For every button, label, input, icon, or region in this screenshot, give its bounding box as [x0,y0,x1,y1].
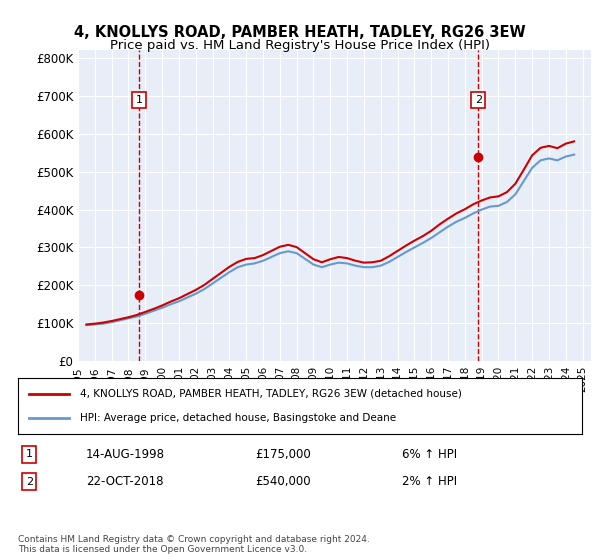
Text: £175,000: £175,000 [255,447,311,461]
Text: Price paid vs. HM Land Registry's House Price Index (HPI): Price paid vs. HM Land Registry's House … [110,39,490,52]
Text: 1: 1 [26,449,33,459]
Text: 6% ↑ HPI: 6% ↑ HPI [401,447,457,461]
Text: Contains HM Land Registry data © Crown copyright and database right 2024.
This d: Contains HM Land Registry data © Crown c… [18,535,370,554]
Text: 2: 2 [26,477,33,487]
Text: HPI: Average price, detached house, Basingstoke and Deane: HPI: Average price, detached house, Basi… [80,413,396,423]
Text: 14-AUG-1998: 14-AUG-1998 [86,447,164,461]
Text: £540,000: £540,000 [255,475,311,488]
Text: 4, KNOLLYS ROAD, PAMBER HEATH, TADLEY, RG26 3EW (detached house): 4, KNOLLYS ROAD, PAMBER HEATH, TADLEY, R… [80,389,462,399]
Text: 22-OCT-2018: 22-OCT-2018 [86,475,163,488]
Text: 2% ↑ HPI: 2% ↑ HPI [401,475,457,488]
Text: 4, KNOLLYS ROAD, PAMBER HEATH, TADLEY, RG26 3EW: 4, KNOLLYS ROAD, PAMBER HEATH, TADLEY, R… [74,25,526,40]
Text: 2: 2 [475,95,482,105]
Text: 1: 1 [136,95,142,105]
